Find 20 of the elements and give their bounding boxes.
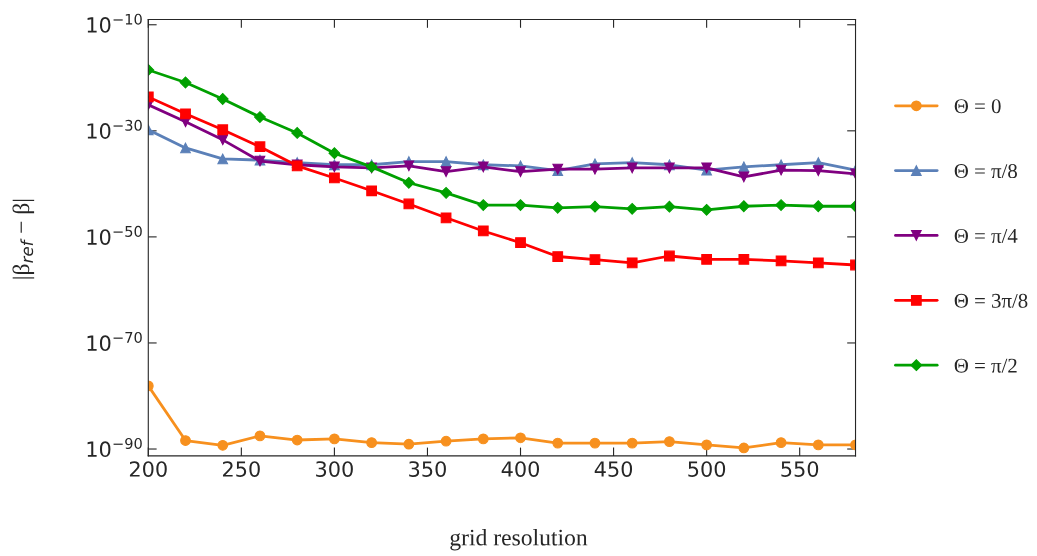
y-axis-title: |β$_{ref}$ − β| bbox=[12, 199, 35, 279]
y-tick-label: 10$^{−50}$ bbox=[87, 225, 142, 245]
x-tick-label: 500 bbox=[688, 461, 726, 477]
x-tick-label: 200 bbox=[129, 461, 167, 477]
x-tick-label: 300 bbox=[316, 461, 353, 477]
y-tick-label: 10$^{−70}$ bbox=[87, 331, 142, 352]
legend-label: Θ = 0 bbox=[954, 99, 1001, 114]
x-tick-label: 550 bbox=[781, 461, 819, 477]
y-tick-label: 10$^{−90}$ bbox=[87, 437, 142, 458]
legend-label: Θ = 3π/8 bbox=[954, 293, 1028, 308]
legend-label: Θ = π/4 bbox=[954, 228, 1018, 243]
legend-label: Θ = π/2 bbox=[954, 358, 1017, 373]
y-tick-label: 10$^{−10}$ bbox=[87, 13, 142, 33]
x-axis-title: grid resolution bbox=[450, 528, 588, 551]
y-tick-label: 10$^{−30}$ bbox=[87, 119, 142, 139]
legend-label: Θ = π/8 bbox=[954, 164, 1017, 179]
x-tick-label: 400 bbox=[501, 461, 540, 477]
x-tick-label: 350 bbox=[409, 461, 446, 477]
x-tick-label: 250 bbox=[222, 461, 260, 477]
x-tick-label: 450 bbox=[594, 461, 633, 477]
